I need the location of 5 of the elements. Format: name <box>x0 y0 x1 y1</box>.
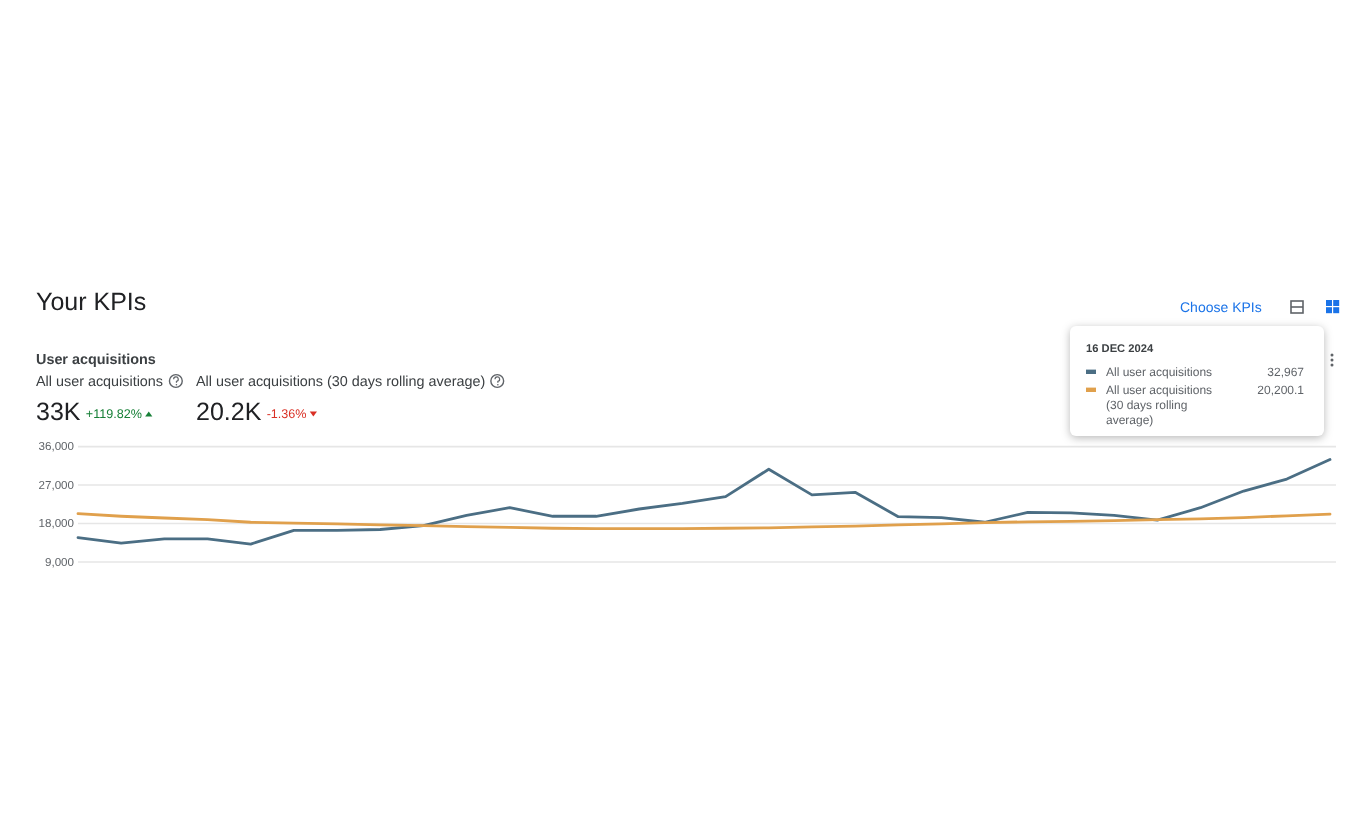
chart-title: Your KPIs <box>36 288 147 316</box>
line-series <box>76 458 1332 546</box>
text: 20.2K <box>196 398 263 426</box>
line-series <box>76 512 1332 531</box>
text: 33K <box>36 398 82 426</box>
